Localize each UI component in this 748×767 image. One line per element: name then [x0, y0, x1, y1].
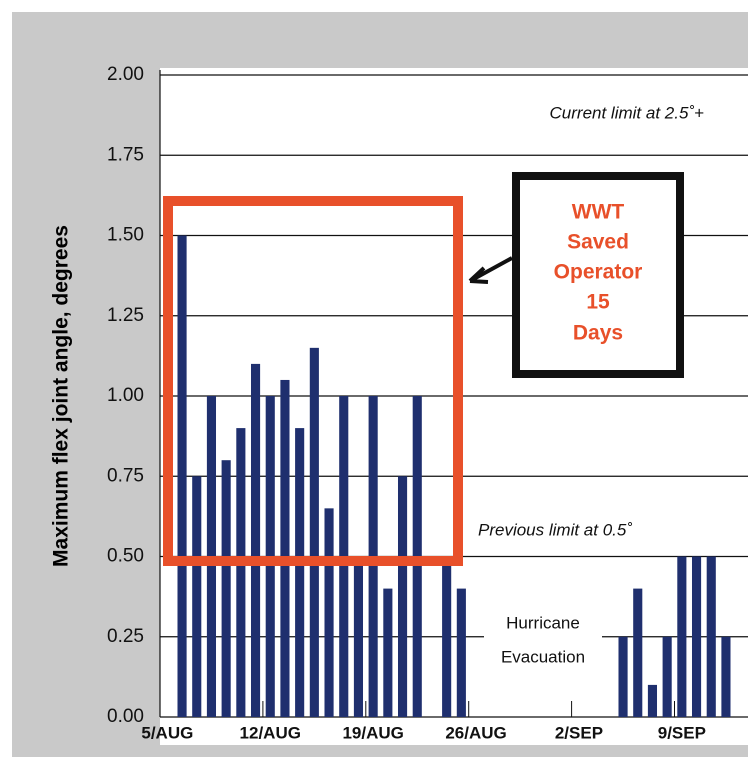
y-tick-label: 2.00	[107, 64, 144, 85]
bar	[353, 556, 364, 717]
x-tick-label: 19/AUG	[342, 723, 403, 742]
x-tick-label: 9/SEP	[658, 723, 706, 742]
bar	[618, 636, 628, 717]
callout-box	[512, 172, 684, 378]
bar	[280, 379, 290, 717]
y-tick-label: 0.75	[107, 465, 144, 486]
bar	[309, 347, 319, 717]
bar	[677, 556, 687, 717]
bar	[706, 556, 716, 717]
bar	[221, 460, 231, 717]
bar	[456, 588, 466, 717]
current-limit-note: Current limit at 2.5˚+	[550, 103, 705, 122]
callout-text: 15	[586, 291, 610, 314]
hurricane-note: Evacuation	[501, 647, 585, 666]
bar	[397, 476, 408, 717]
bar	[662, 636, 672, 717]
x-tick-label: 5/AUG	[141, 723, 193, 742]
bar	[177, 235, 187, 717]
arrow	[468, 256, 513, 284]
bar	[647, 684, 658, 717]
bar	[192, 476, 202, 717]
bar	[442, 556, 452, 717]
bar	[383, 588, 393, 717]
y-tick-label: 0.50	[107, 546, 144, 567]
callout-text: Saved	[567, 231, 629, 254]
note-bg	[484, 610, 602, 674]
hurricane-note: Hurricane	[506, 613, 580, 632]
x-tick-label: 12/AUG	[240, 723, 301, 742]
y-axis-label: Maximum flex joint angle, degrees	[50, 225, 73, 567]
y-tick-label: 1.25	[107, 305, 144, 326]
bar	[691, 556, 702, 717]
bar	[633, 588, 643, 717]
previous-limit-note: Previous limit at 0.5˚	[478, 520, 632, 539]
y-tick-label: 1.50	[107, 225, 144, 246]
highlight-box	[163, 196, 463, 566]
bar	[295, 428, 305, 717]
callout-text: Days	[573, 322, 623, 345]
y-tick-label: 0.25	[107, 626, 144, 647]
callout-text: Operator	[554, 261, 643, 284]
bar	[324, 508, 334, 717]
x-tick-label: 26/AUG	[445, 723, 506, 742]
y-tick-label: 1.00	[107, 385, 144, 406]
bar	[250, 363, 261, 717]
x-tick-label: 2/SEP	[555, 723, 603, 742]
bar	[236, 428, 246, 717]
y-tick-label: 1.75	[107, 144, 144, 165]
bar	[721, 636, 731, 717]
callout-text: WWT	[572, 201, 625, 224]
y-tick-label: 0.00	[107, 706, 144, 727]
